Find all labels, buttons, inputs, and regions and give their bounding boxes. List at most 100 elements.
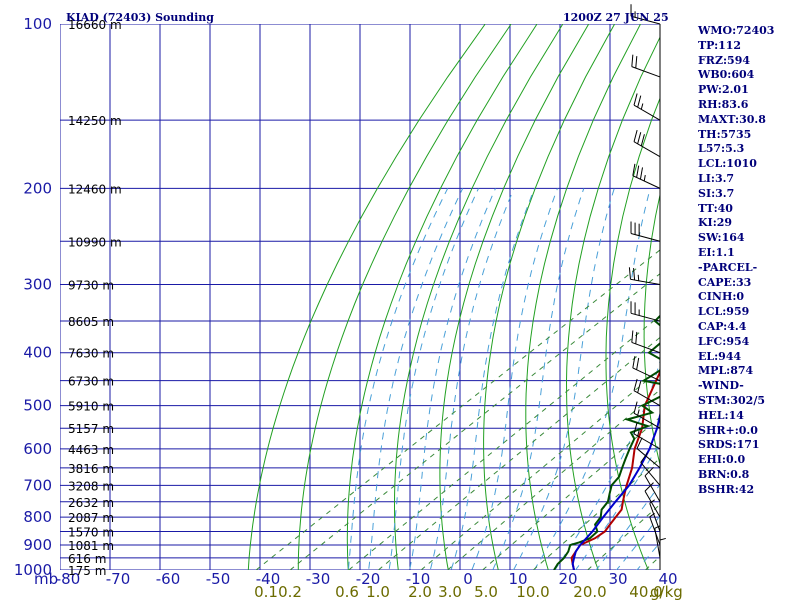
wind-barb-flag: [635, 56, 638, 69]
mixing-ratio-tick-label: 10.0: [516, 583, 549, 600]
wind-barb-flag: [649, 512, 655, 518]
moist-adiabat-line: [554, 359, 660, 570]
stat-item: RH:83.6: [698, 97, 749, 111]
wind-barb: [633, 378, 661, 407]
wind-barb-staff: [644, 490, 661, 518]
dry-adiabat-line: [483, 24, 616, 570]
wind-barb-flag: [631, 54, 634, 67]
wind-barb-flag: [633, 422, 638, 434]
moist-adiabat-line: [368, 188, 464, 570]
wind-barb: [632, 163, 661, 189]
wind-barb: [640, 452, 661, 486]
pressure-tick-label: 500: [23, 397, 52, 415]
height-label: 1570 m: [68, 525, 114, 539]
mixing-ratio-tick-label: 5.0: [474, 583, 498, 600]
wind-barb-flag: [636, 165, 640, 178]
stats-panel: WMO:72403 TP:112 FRZ:594 WB0:604 PW:2.01 RH:8…: [698, 24, 774, 498]
dewpoint-trace: [553, 314, 660, 570]
moist-adiabat-line: [388, 188, 479, 570]
wind-barb-flag: [631, 330, 634, 343]
stat-item: TT:40: [698, 201, 733, 215]
height-label: 7630 m: [68, 347, 114, 361]
stat-item: CAP:4.4: [698, 319, 747, 333]
moist-adiabat-line: [512, 188, 615, 570]
stat-item: L57:5.3: [698, 142, 745, 156]
wind-barb-flag: [640, 134, 645, 147]
moist-adiabat-line: [492, 188, 585, 570]
mixing-ratio-tick-label: 0.6: [335, 583, 359, 600]
pressure-tick-label: 600: [23, 440, 52, 458]
wind-barb: [633, 401, 661, 429]
wind-barb: [654, 525, 661, 558]
dry-adiabat-line: [297, 24, 512, 570]
stat-item: EHI:0.0: [698, 453, 746, 467]
stat-item: EL:944: [698, 349, 742, 363]
mixing-ratio-tick-label: 40.0: [629, 583, 662, 600]
wind-barb-flag: [628, 267, 631, 280]
stat-item: PW:2.01: [698, 83, 749, 97]
dry-adiabat-line: [525, 24, 641, 570]
stat-item: EI:1.1: [698, 245, 735, 259]
wind-barb-flag: [636, 437, 643, 449]
height-label: 14250 m: [68, 114, 122, 128]
height-label: 3208 m: [68, 479, 114, 493]
station-title: KIAD (72403) Sounding: [66, 11, 214, 24]
height-label: 2087 m: [68, 511, 114, 525]
wind-barb: [644, 466, 661, 503]
wind-barb-flag: [654, 525, 661, 529]
pressure-tick-label: 200: [23, 179, 52, 197]
stat-item: SI:3.7: [698, 186, 735, 200]
wind-barb-flag: [633, 268, 636, 281]
stat-item: LI:3.7: [698, 171, 735, 185]
wind-barb: [630, 4, 661, 25]
wind-barb: [630, 221, 661, 242]
mixing-ratio-tick-label: 0.1: [254, 583, 278, 600]
dry-adiabat-line: [786, 24, 800, 582]
wind-barb-flag: [635, 331, 638, 344]
moist-adiabat-line: [429, 188, 515, 570]
wind-barb-staff: [640, 462, 661, 486]
wind-barb-flag: [643, 175, 646, 182]
stat-item: LCL:959: [698, 305, 750, 319]
height-label: 1081 m: [68, 539, 114, 553]
mixing-ratio-line: [420, 368, 660, 570]
wind-barb-flag: [639, 167, 643, 180]
stat-item: MAXT:30.8: [698, 112, 766, 126]
stat-item: SHR+:0.0: [698, 423, 758, 437]
wind-barb-flag: [633, 129, 638, 142]
mixing-ratio-tick-label: 2.0: [408, 583, 432, 600]
pressure-tick-label: 700: [23, 476, 52, 494]
wind-barb-staff: [636, 448, 661, 469]
stat-item: CINH:0: [698, 290, 745, 304]
stat-item: MPL:874: [698, 364, 754, 378]
pressure-tick-label: 900: [23, 536, 52, 554]
stat-item: SRDS:171: [698, 438, 760, 452]
temperature-tick-label: 20: [558, 570, 577, 588]
mixing-ratio-tick-label: 1.0: [366, 583, 390, 600]
wind-barb-flag: [637, 381, 642, 393]
stat-item: HEL:14: [698, 408, 744, 422]
wind-barb-flag: [636, 357, 640, 370]
mixing-ratio-tick-label: 20.0: [573, 583, 606, 600]
wind-barb: [644, 482, 661, 518]
wind-barb-flag: [632, 356, 636, 369]
stat-item: -PARCEL-: [698, 260, 758, 274]
height-label: 175 m: [68, 564, 106, 578]
height-label: 8605 m: [68, 315, 114, 329]
dry-adiabat-line: [565, 36, 660, 570]
temperature-tick-label: 40: [658, 570, 677, 588]
wind-barb-flag: [640, 452, 649, 463]
pressure-axis-unit: mb: [34, 570, 58, 588]
temperature-tick-label: 30: [608, 570, 627, 588]
wind-barb-staff: [644, 475, 661, 503]
temperature-tick-label: 10: [508, 570, 527, 588]
wind-barb-flag: [644, 482, 654, 492]
wind-barb-flag: [644, 466, 654, 477]
wind-barb-staff: [632, 175, 661, 189]
temperature-tick-label: 0: [463, 570, 473, 588]
isobar-isotherm-grid: [60, 24, 660, 570]
stat-item: TP:112: [698, 38, 742, 52]
wind-barbs: [628, 4, 666, 570]
